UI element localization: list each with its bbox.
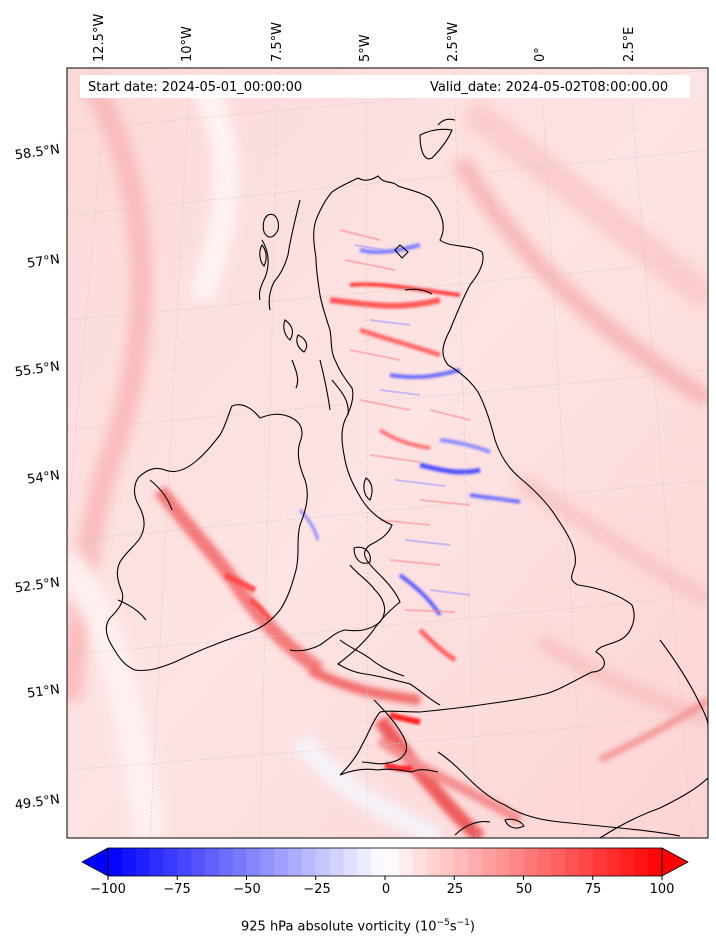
colorbar-tick: −75 [163, 882, 191, 897]
colorbar-segment [523, 848, 538, 876]
colorbar-segment [385, 848, 400, 876]
colorbar-segment [288, 848, 303, 876]
start-date-label: Start date: 2024-05-01_00:00:00 [88, 80, 303, 95]
colorbar-segment [592, 848, 608, 876]
lon-label-2-5e: 2.5°E [622, 26, 637, 62]
colorbar-segment [440, 848, 455, 876]
graticule [67, 68, 708, 838]
lon-label-0: 0° [533, 47, 548, 62]
colorbar-segment [495, 848, 511, 876]
colorbar-tick: 25 [446, 882, 464, 897]
colorbar-tick: −25 [303, 882, 331, 897]
colorbar-segment [606, 848, 621, 876]
colorbar-segment [329, 848, 344, 876]
colorbar-segment [537, 848, 552, 876]
header-box [80, 75, 690, 98]
colorbar-tick: 100 [649, 882, 675, 897]
colorbar-segment [301, 848, 317, 876]
colorbar-segment [398, 848, 414, 876]
colorbar-segment [191, 848, 206, 876]
colorbar-title: 925 hPa absolute vorticity (10−5s−1) [241, 918, 475, 935]
colorbar-segment [246, 848, 261, 876]
colorbar-segment [315, 848, 331, 876]
colorbar-segment [177, 848, 192, 876]
colorbar-segment [412, 848, 428, 876]
colorbar-segment [121, 848, 137, 876]
colorbar-segment [232, 848, 247, 876]
colorbar-tick: −100 [90, 882, 126, 897]
lon-label-5w: 5°W [358, 34, 373, 62]
colorbar-segment [371, 848, 386, 876]
colorbar-segment [468, 848, 483, 876]
colorbar-segment [509, 848, 524, 876]
colorbar-segment [343, 848, 358, 876]
colorbar-segment [578, 848, 594, 876]
great-britain-coast [313, 175, 635, 776]
colorbar-segment [163, 848, 178, 876]
colorbar-segment [204, 848, 220, 876]
colorbar-segment [620, 848, 635, 876]
colorbar-segment [565, 848, 580, 876]
colorbar-segment [149, 848, 164, 876]
valid-date-label: Valid_date: 2024-05-02T08:00:00.00 [430, 80, 669, 95]
colorbar-segment [648, 848, 663, 876]
colorbar-tick: 0 [381, 882, 391, 897]
lon-label-7-5w: 7.5°W [270, 21, 285, 62]
map-frame [66, 67, 709, 839]
coastlines [105, 118, 708, 838]
colorbar-min-extend [81, 847, 109, 877]
colorbar-segment [481, 848, 497, 876]
colorbar-segment [634, 848, 649, 876]
colorbar-segment [218, 848, 234, 876]
lon-label-2-5w: 2.5°W [446, 21, 461, 62]
vorticity-field [67, 68, 708, 838]
colorbar-segment [274, 848, 289, 876]
colorbar-segment [135, 848, 151, 876]
colorbar-segment [260, 848, 275, 876]
colorbar-segment [357, 848, 372, 876]
colorbar-segment [454, 848, 469, 876]
colorbar-tick: 75 [584, 882, 602, 897]
colorbar-max-extend [661, 847, 689, 877]
ireland-coast [105, 404, 308, 672]
colorbar-segment [551, 848, 566, 876]
lon-label-12-5w: 12.5°W [92, 13, 107, 62]
colorbar-tick: −50 [233, 882, 261, 897]
colorbar-segment [108, 848, 123, 876]
colorbar-segment [426, 848, 441, 876]
lon-label-10w: 10°W [180, 26, 195, 62]
colorbar [81, 847, 689, 880]
colorbar-tick: 50 [515, 882, 533, 897]
